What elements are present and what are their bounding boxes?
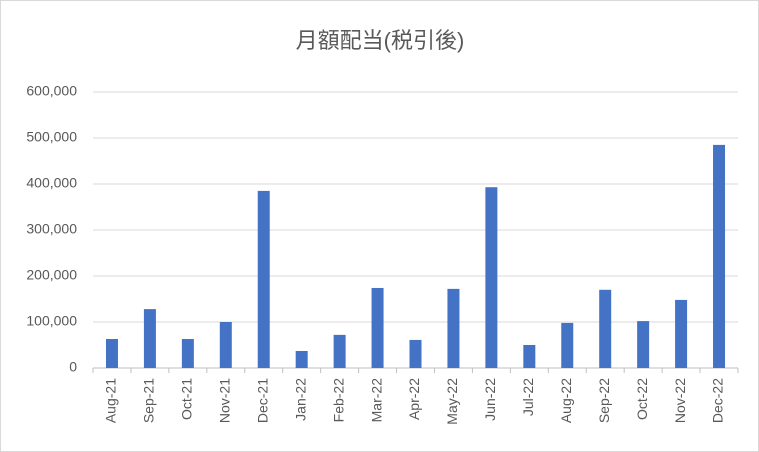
x-tick-label: May-22	[444, 378, 460, 425]
x-tick-label: Aug-21	[103, 378, 119, 423]
x-tick-label: Feb-22	[330, 378, 346, 423]
bar	[409, 339, 422, 368]
x-tick-label: Oct-22	[634, 378, 650, 420]
x-tick-label: Aug-22	[558, 378, 574, 423]
bar	[637, 321, 650, 368]
bar	[485, 187, 498, 368]
bar	[599, 289, 612, 368]
bar	[295, 350, 308, 368]
y-tick-label: 300,000	[26, 221, 77, 237]
x-tick-label: Mar-22	[368, 378, 384, 423]
x-tick-label: Oct-21	[179, 378, 195, 420]
bar	[105, 339, 118, 368]
bar	[333, 334, 346, 368]
y-tick-label: 600,000	[26, 83, 77, 99]
x-tick-label: Nov-22	[672, 378, 688, 423]
bar	[675, 299, 688, 368]
x-tick-label: Jun-22	[482, 378, 498, 421]
bar	[181, 339, 194, 368]
y-tick-label: 100,000	[26, 313, 77, 329]
y-tick-label: 400,000	[26, 175, 77, 191]
chart-title: 月額配当(税引後)	[296, 28, 465, 53]
y-tick-label: 500,000	[26, 129, 77, 145]
x-tick-label: Apr-22	[406, 378, 422, 420]
bar	[561, 322, 574, 368]
x-tick-label: Jan-22	[292, 378, 308, 421]
bar	[371, 287, 384, 368]
bar	[257, 190, 270, 368]
x-tick-label: Jul-22	[520, 378, 536, 416]
x-tick-label: Sep-21	[141, 378, 157, 423]
bar	[713, 144, 726, 368]
x-tick-label: Nov-21	[216, 378, 232, 423]
bar	[143, 309, 156, 368]
y-tick-label: 200,000	[26, 267, 77, 283]
y-tick-label: 0	[69, 359, 77, 375]
x-tick-label: Dec-22	[710, 378, 726, 423]
x-tick-label: Dec-21	[254, 378, 270, 423]
bar	[523, 345, 536, 368]
x-tick-label: Sep-22	[596, 378, 612, 423]
bar	[447, 288, 460, 368]
bar	[219, 322, 232, 368]
